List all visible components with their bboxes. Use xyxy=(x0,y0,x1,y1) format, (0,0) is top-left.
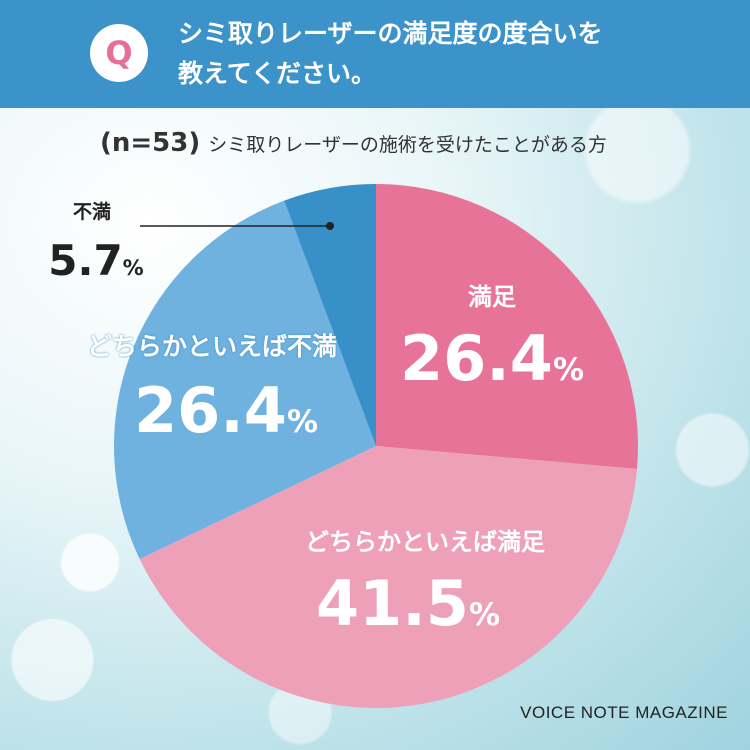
question-line-2: 教えてください。 xyxy=(178,59,377,88)
question-header: Q シミ取りレーザーの満足度の度合いを 教えてください。 xyxy=(0,0,750,108)
pie-slice-somewhat-dissatisfied xyxy=(113,200,376,560)
respondent-description: シミ取りレーザーの施術を受けたことがある方 xyxy=(208,134,607,156)
credit-text: VOICE NOTE MAGAZINE xyxy=(520,703,728,722)
slice-value-somewhat-satisfied: 41.5% xyxy=(316,567,500,640)
slice-label-somewhat-satisfied: どちらかといえば満足 xyxy=(305,528,545,556)
chart-subtitle: (n=53) シミ取りレーザーの施術を受けたことがある方 xyxy=(100,128,607,158)
pie-labels: 満足 26.4% どちらかといえば満足 41.5% どちらかといえば不満 26.4% 不満 5… xyxy=(48,201,584,640)
slice-value-satisfied: 26.4% xyxy=(400,322,584,395)
slice-label-satisfied: 満足 xyxy=(468,283,516,311)
question-line-1: シミ取りレーザーの満足度の度合いを xyxy=(178,19,603,48)
question-badge: Q xyxy=(90,24,148,82)
slice-value-somewhat-dissatisfied: 26.4% xyxy=(134,374,318,447)
slice-label-dissatisfied: 不満 xyxy=(73,201,111,223)
pie-slice-satisfied xyxy=(376,184,638,470)
pie-slices xyxy=(113,184,638,709)
sample-size: (n=53) xyxy=(100,128,201,158)
slice-label-somewhat-dissatisfied: どちらかといえば不満 xyxy=(87,332,337,361)
slice-value-dissatisfied: 5.7% xyxy=(48,236,143,285)
pie-slice-dissatisfied xyxy=(284,184,376,446)
leader-dot-dissatisfied xyxy=(326,222,334,230)
pie-slice-somewhat-satisfied xyxy=(139,446,637,709)
question-text: シミ取りレーザーの満足度の度合いを 教えてください。 xyxy=(178,14,698,94)
